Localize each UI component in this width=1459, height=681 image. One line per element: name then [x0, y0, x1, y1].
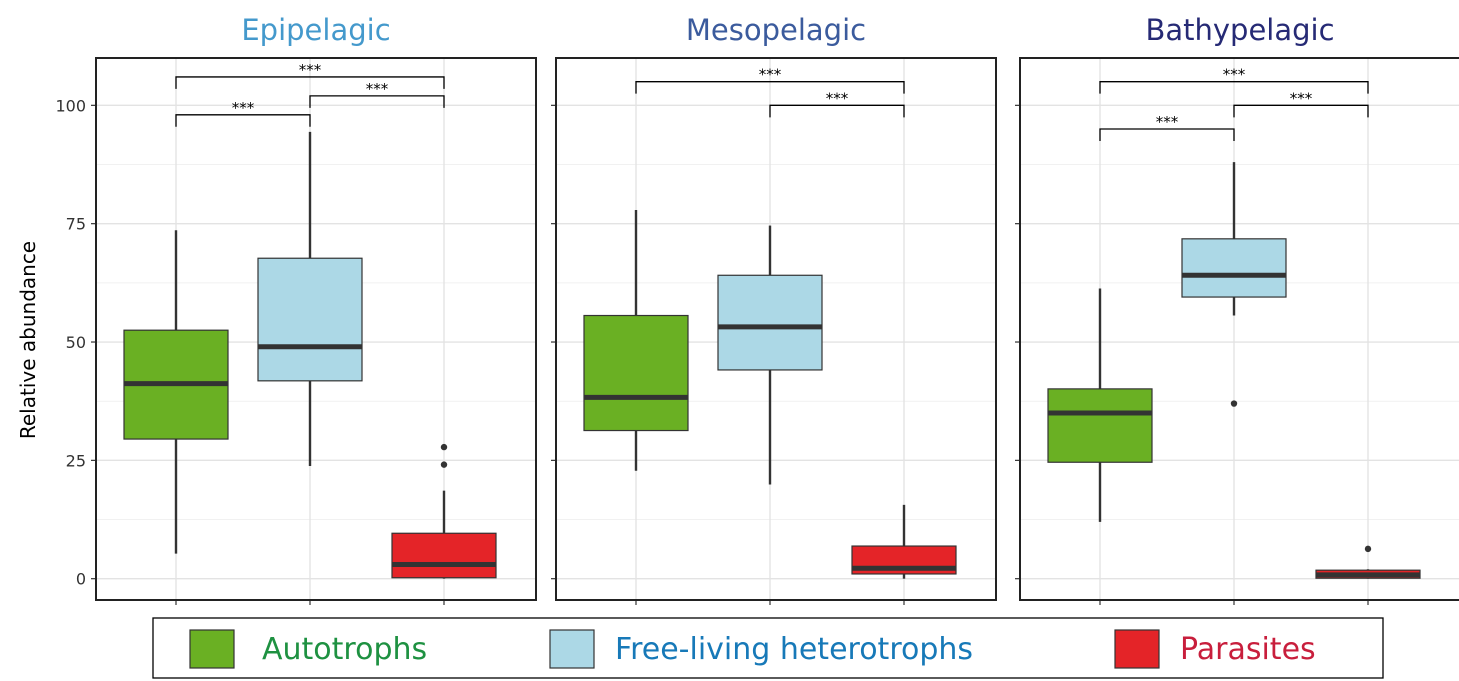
- legend-label-free-living-heterotrophs: Free-living heterotrophs: [615, 632, 973, 667]
- bracket-line: [309, 95, 445, 108]
- legend-item-free-living-heterotrophs: Free-living heterotrophs: [549, 629, 973, 669]
- panel-title: Bathypelagic: [1145, 13, 1334, 47]
- box-parasites: [391, 443, 497, 579]
- bracket-line: [175, 76, 445, 89]
- significance-label: ***: [366, 80, 389, 98]
- box-free-living-heterotrophs: [1181, 162, 1287, 407]
- panels: Epipelagic0255075100*********Mesopelagic…: [55, 13, 1459, 605]
- significance-label: ***: [826, 89, 849, 107]
- y-tick-label: 50: [66, 333, 86, 352]
- box-autotrophs: [1047, 288, 1153, 522]
- legend-item-parasites: Parasites: [1114, 629, 1316, 669]
- legend-item-autotrophs: Autotrophs: [189, 629, 427, 669]
- y-tick-label: 0: [76, 570, 86, 589]
- box-autotrophs: [123, 230, 229, 554]
- box-free-living-heterotrophs: [717, 225, 823, 485]
- outlier-point: [440, 443, 448, 451]
- legend: Autotrophs Free-living heterotrophs Para…: [152, 617, 1384, 679]
- box-body: [257, 257, 363, 382]
- significance-bracket: ***: [1099, 113, 1235, 142]
- box-body: [391, 532, 497, 579]
- box-body: [1047, 388, 1153, 463]
- legend-label-parasites: Parasites: [1180, 632, 1316, 667]
- box-autotrophs: [583, 209, 689, 471]
- bracket-line: [1099, 128, 1235, 142]
- legend-frame: [152, 617, 1384, 679]
- bracket-line: [175, 114, 311, 127]
- significance-label: ***: [759, 66, 782, 84]
- legend-swatch-free-living-heterotrophs: [549, 629, 595, 669]
- significance-bracket: ***: [1233, 89, 1369, 118]
- legend-swatch-parasites: [1114, 629, 1160, 669]
- outlier-point: [1364, 545, 1372, 553]
- significance-label: ***: [299, 61, 322, 79]
- box-parasites: [1315, 545, 1421, 579]
- significance-label: ***: [1156, 113, 1179, 131]
- panel-mesopelagic: Mesopelagic *** ***: [551, 13, 997, 605]
- significance-bracket: ***: [1099, 66, 1369, 94]
- significance-bracket: ***: [309, 80, 445, 108]
- y-axis-label: Relative abundance: [16, 241, 40, 439]
- y-tick-label: 25: [66, 451, 86, 470]
- bracket-line: [1099, 81, 1369, 94]
- panel-title: Epipelagic: [241, 13, 390, 47]
- box-free-living-heterotrophs: [257, 131, 363, 467]
- box-body: [583, 314, 689, 432]
- panel-background: [1020, 58, 1459, 600]
- panel-frame: [95, 57, 537, 601]
- box-body: [717, 274, 823, 371]
- significance-bracket: ***: [175, 61, 445, 89]
- bracket-line: [1233, 104, 1369, 118]
- panel-frame: [1019, 57, 1459, 601]
- y-tick-label: 100: [55, 96, 86, 115]
- significance-bracket: ***: [769, 89, 905, 118]
- panel-title: Mesopelagic: [686, 13, 866, 47]
- outlier-point: [440, 461, 448, 468]
- significance-bracket: ***: [175, 99, 311, 127]
- panel-frame: [555, 57, 997, 601]
- bracket-line: [635, 81, 905, 94]
- y-tick-label: 75: [66, 215, 86, 234]
- significance-label: ***: [1290, 89, 1313, 107]
- box-parasites: [851, 504, 957, 579]
- significance-label: ***: [1223, 66, 1246, 84]
- bracket-line: [769, 104, 905, 118]
- box-body: [1181, 238, 1287, 298]
- panel-epipelagic: Epipelagic 0 25 50 75 100 *** *** ***: [55, 13, 537, 605]
- significance-label: ***: [232, 99, 255, 117]
- significance-bracket: ***: [635, 66, 905, 94]
- panel-bathypelagic: Bathypelagic *** *** ***: [1015, 13, 1459, 605]
- legend-swatch-autotrophs: [189, 629, 235, 669]
- legend-label-autotrophs: Autotrophs: [262, 632, 427, 667]
- outlier-point: [1230, 400, 1238, 407]
